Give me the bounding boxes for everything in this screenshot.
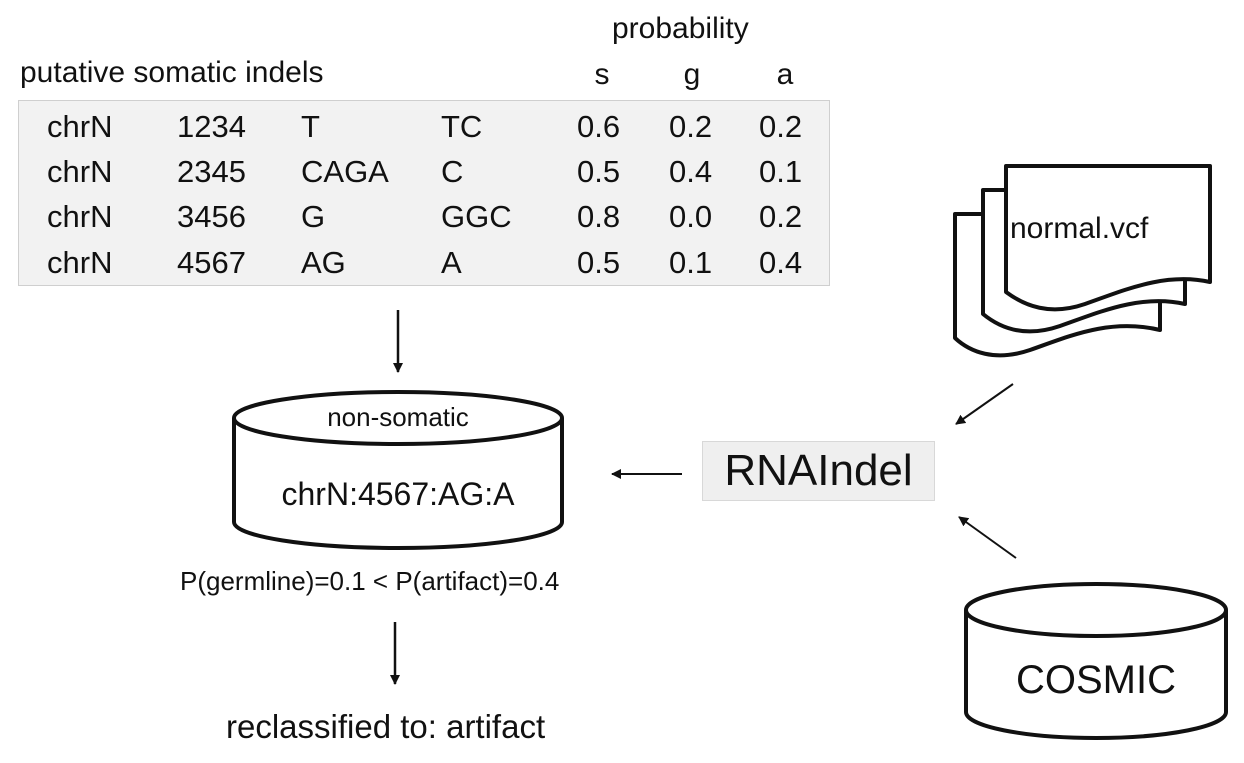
cell-prob-g: 0.4 — [669, 154, 713, 189]
cell-prob-a: 0.4 — [759, 245, 803, 280]
database-title: non-somatic — [327, 402, 469, 432]
cell-chrom: chrN — [47, 245, 113, 280]
cell-prob-s: 0.5 — [577, 245, 621, 280]
cell-chrom: chrN — [47, 109, 113, 144]
cell-prob-a: 0.2 — [759, 199, 803, 234]
rnaindel-label: RNAIndel — [724, 446, 913, 495]
prob-column-s: s — [594, 58, 610, 91]
cell-prob-a: 0.1 — [759, 154, 803, 189]
cell-ref: G — [301, 199, 326, 234]
cosmic-database — [964, 582, 1228, 740]
cell-prob-g: 0.1 — [669, 245, 713, 280]
prob-column-a: a — [776, 58, 794, 91]
cell-alt: TC — [441, 109, 483, 144]
cell-prob-s: 0.8 — [577, 199, 621, 234]
cell-pos: 3456 — [177, 199, 246, 234]
cell-alt: A — [441, 245, 462, 280]
cell-chrom: chrN — [47, 199, 113, 234]
cell-pos: 4567 — [177, 245, 246, 280]
cell-pos: 2345 — [177, 154, 246, 189]
rnaindel-box: RNAIndel — [702, 441, 935, 501]
probability-header: probability — [612, 12, 749, 45]
result-label: reclassified to: artifact — [226, 708, 546, 745]
cell-prob-g: 0.0 — [669, 199, 713, 234]
cell-prob-s: 0.6 — [577, 109, 621, 144]
cosmic-label: COSMIC — [1016, 658, 1176, 702]
probability-comparison: P(germline)=0.1 < P(artifact)=0.4 — [180, 566, 560, 596]
vcf-document-stack — [953, 164, 1212, 358]
non-somatic-database — [232, 390, 564, 550]
cell-chrom: chrN — [47, 154, 113, 189]
cell-ref: AG — [301, 245, 346, 280]
cell-pos: 1234 — [177, 109, 246, 144]
arrow-vcf-to-tool — [955, 383, 1014, 425]
cell-alt: C — [441, 154, 464, 189]
cell-alt: GGC — [441, 199, 512, 234]
vcf-label: normal.vcf — [1010, 212, 1149, 245]
cell-ref: T — [301, 109, 320, 144]
prob-column-g: g — [683, 58, 701, 91]
cell-prob-g: 0.2 — [669, 109, 713, 144]
cell-prob-a: 0.2 — [759, 109, 803, 144]
cell-ref: CAGA — [301, 154, 389, 189]
cell-prob-s: 0.5 — [577, 154, 621, 189]
arrow-cosmic-to-tool — [958, 516, 1017, 559]
table-title: putative somatic indels — [20, 56, 324, 89]
database-entry: chrN:4567:AG:A — [281, 476, 515, 512]
indel-table: chrN 1234 T TC 0.6 0.2 0.2 chrN 2345 CAG… — [18, 100, 830, 286]
